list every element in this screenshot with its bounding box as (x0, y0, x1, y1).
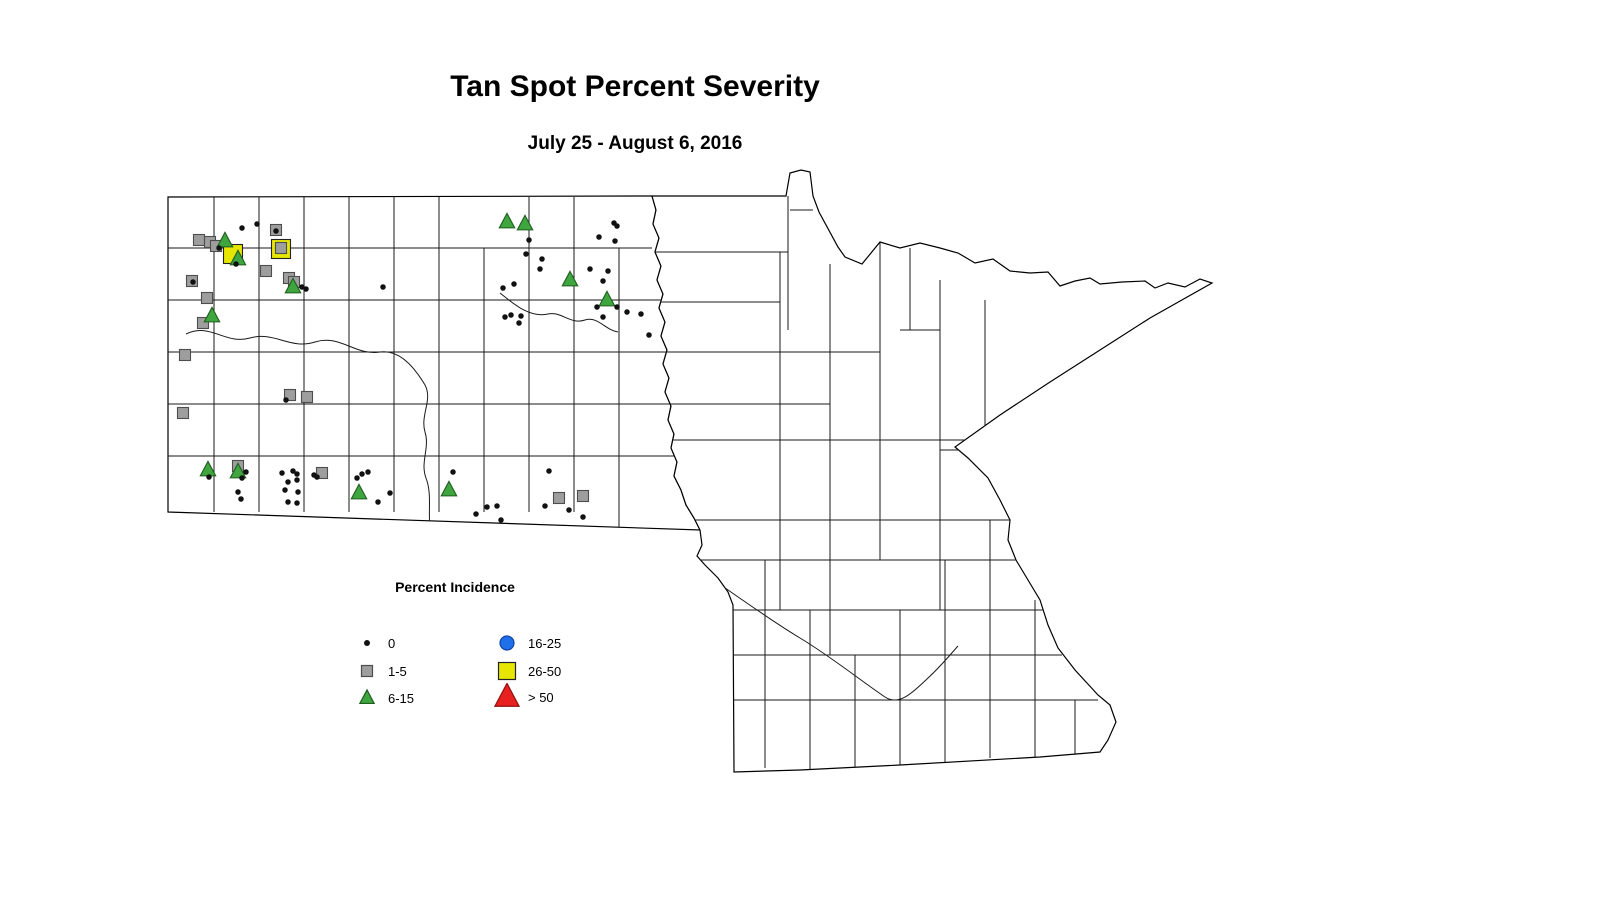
legend-item-3-label: 16-25 (528, 635, 562, 651)
legend-yellow-square-icon (492, 657, 522, 685)
legend-item-1-label: 1-5 (388, 663, 407, 679)
legend-red-triangle-icon (492, 682, 522, 711)
survey-point-markers (176, 212, 652, 523)
legend-green-triangle-icon (352, 684, 382, 712)
legend-item-5-label: > 50 (528, 689, 554, 705)
souris-river-line (499, 292, 619, 333)
legend-item-3: 16-25 (492, 629, 561, 657)
minnesota-outline (651, 169, 1214, 773)
legend-title: Percent Incidence (395, 579, 515, 595)
legend-item-0-label: 0 (388, 635, 396, 651)
north-dakota-county-lines (168, 197, 676, 530)
legend-item-4-label: 26-50 (528, 663, 562, 679)
legend-item-2: 6-15 (352, 684, 414, 712)
legend-blue-circle-icon (492, 629, 522, 657)
legend-item-2-label: 6-15 (388, 690, 415, 706)
minnesota-river-line (701, 571, 959, 701)
legend-item-5: > 50 (492, 682, 554, 711)
legend-dot-icon (352, 629, 382, 657)
legend-item-1: 1-5 (352, 657, 407, 685)
missouri-river-line (185, 329, 431, 529)
north-dakota-outline (167, 195, 701, 531)
legend-gray-square-icon (352, 657, 382, 685)
legend-item-4: 26-50 (492, 657, 561, 685)
legend-item-0: 0 (352, 629, 395, 657)
